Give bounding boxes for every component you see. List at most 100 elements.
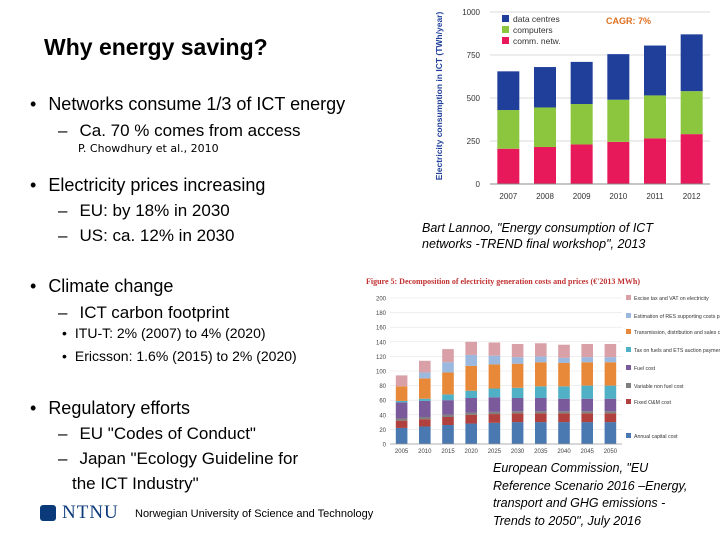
bar-segment (511, 411, 524, 414)
legend-swatch (626, 365, 631, 370)
bullet-marker: • (30, 398, 37, 418)
y-tick-label: 1000 (462, 8, 480, 17)
bar-segment (644, 45, 666, 96)
legend-swatch (626, 433, 631, 438)
bar-segment (419, 398, 431, 401)
footer-org: Norwegian University of Science and Tech… (135, 508, 374, 520)
ict-energy-chart: 0 250 500 750 1000 2007 2008 2009 2010 2011 2012 El… (428, 0, 720, 210)
bar-segment (581, 398, 593, 412)
bullet-marker: • (62, 348, 67, 364)
bar-segment (680, 134, 703, 184)
bar-segment (604, 413, 617, 423)
bar-segment (511, 363, 524, 388)
bar-segment (465, 354, 477, 366)
bullet-item: • Ericsson: 1.6% (2015) to 2% (2020) (62, 348, 297, 364)
legend-swatch (626, 383, 631, 388)
bar-segment (488, 388, 501, 398)
bar-segment (488, 411, 501, 415)
bar-segment (558, 422, 570, 444)
y-tick-label: 120 (376, 355, 387, 361)
bullet-item: – US: ca. 12% in 2030 (58, 226, 234, 246)
x-tick-label: 2050 (604, 449, 618, 455)
y-tick-label: 0 (383, 443, 387, 449)
bar-segment (442, 425, 454, 444)
y-tick-label: 200 (376, 297, 387, 303)
legend-swatch (502, 26, 509, 33)
bar-segment (534, 147, 556, 184)
bar-segment (395, 418, 408, 421)
y-tick-label: 20 (379, 428, 386, 434)
bar-segment (607, 141, 630, 184)
x-tick-label: 2030 (511, 449, 525, 455)
bar-segment (604, 362, 617, 386)
bar-segment (570, 61, 593, 105)
bullet-text: EU "Codes of Conduct" (79, 424, 256, 443)
bar-segment (581, 422, 593, 444)
bar-segment (535, 411, 547, 414)
y-tick-label: 40 (379, 413, 386, 419)
bar-segment (581, 362, 593, 386)
y-tick-label: 250 (467, 137, 481, 146)
bar-segment (535, 343, 547, 357)
caption-line: networks -TREND final workshop", 2013 (422, 237, 646, 251)
bullet-text: ITU-T: 2% (2007) to 4% (2020) (74, 325, 266, 341)
legend-swatch (626, 295, 631, 300)
bullet-item: – Ca. 70 % comes from access (58, 121, 301, 141)
electricity-cost-chart: Figure 5: Decomposition of electricity g… (366, 277, 720, 455)
bar-segment (581, 343, 593, 358)
bar-segment (604, 357, 617, 363)
bar-segment (419, 360, 431, 373)
bar-segment (607, 54, 630, 100)
legend-label: Variable non fuel cost (634, 384, 684, 390)
bar-segment (465, 365, 477, 391)
bar-segment (442, 400, 454, 415)
bar-segment (488, 397, 501, 412)
bullet-marker: • (30, 175, 37, 195)
legend-swatch (626, 329, 631, 334)
bar-segment (680, 91, 703, 135)
bullet-item: – ICT carbon footprint (58, 303, 229, 323)
bar-segment (497, 110, 520, 149)
legend-swatch (502, 15, 509, 22)
x-tick-label: 2045 (581, 449, 595, 455)
legend-label: Fuel cost (634, 366, 656, 372)
bar-segment (511, 387, 524, 399)
legend-label: Excise tax and VAT on electricity (634, 296, 709, 302)
bar-segment (581, 413, 593, 423)
caption-line: Reference Scenario 2016 –Energy, (493, 478, 688, 493)
bar-segment (488, 364, 501, 389)
x-tick-label: 2040 (557, 449, 571, 455)
bar-segment (680, 34, 703, 92)
bullet-item: – EU "Codes of Conduct" (58, 424, 256, 444)
bullet-item: the ICT Industry" (72, 474, 199, 494)
bullet-text: Climate change (48, 276, 174, 296)
bar-segment (442, 362, 454, 373)
bar-segment (604, 422, 617, 444)
legend-swatch (626, 399, 631, 404)
x-tick-label: 2007 (499, 192, 517, 201)
caption-line: Trends to 2050", July 2016 (493, 513, 642, 528)
legend-label: comm. netw. (513, 36, 561, 46)
bullet-text: P. Chowdhury et al., 2010 (78, 142, 219, 155)
bar-segment (511, 357, 524, 364)
bullet-marker: – (58, 424, 68, 443)
bar-segment (442, 372, 454, 395)
legend-label: Tax on fuels and ETS auction payments (634, 348, 720, 354)
bar-segment (511, 398, 524, 412)
bar-segment (535, 422, 547, 444)
legend-label: computers (513, 25, 553, 35)
x-tick-label: 2025 (488, 449, 502, 455)
y-axis-label: Electricity consumption in ICT (TWh/year… (434, 12, 444, 181)
bullet-text: Ca. 70 % comes from access (79, 121, 301, 140)
bullet-text: EU: by 18% in 2030 (79, 201, 230, 220)
bullet-item: P. Chowdhury et al., 2010 (78, 142, 219, 155)
bar-segment (604, 343, 617, 358)
y-tick-label: 750 (467, 51, 481, 60)
bullet-item: • Climate change (30, 276, 173, 297)
bar-segment (558, 411, 570, 414)
bar-segment (511, 343, 524, 358)
caption-line: European Commission, "EU (493, 461, 649, 475)
bar-segment (465, 423, 477, 444)
bar-segment (535, 413, 547, 423)
bar-segment (535, 386, 547, 399)
